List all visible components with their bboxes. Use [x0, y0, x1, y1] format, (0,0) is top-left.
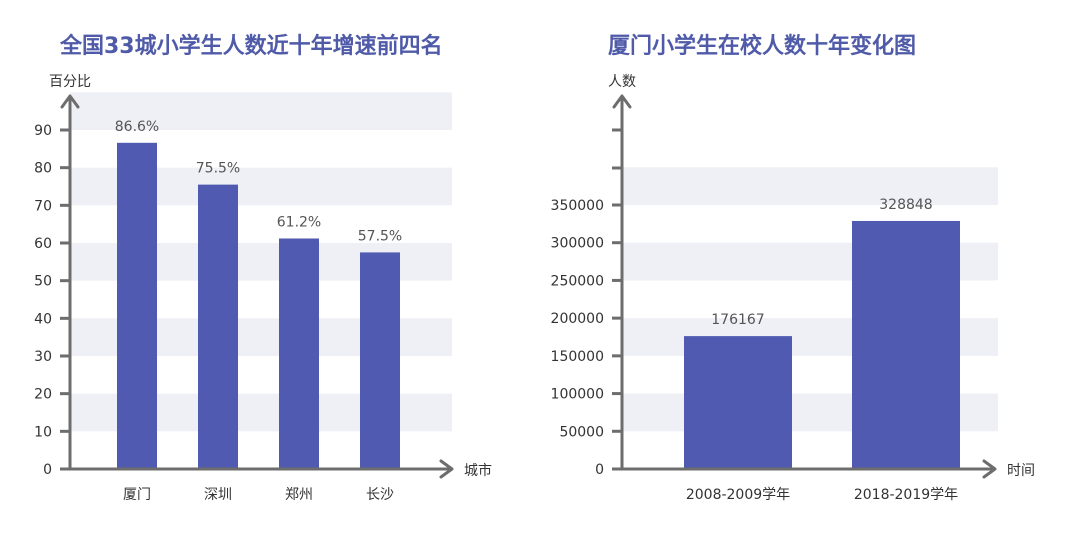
- y-tick-label: 250000: [551, 273, 604, 289]
- y-tick-label: 40: [34, 311, 52, 327]
- data-label: 57.5%: [358, 228, 402, 244]
- bar-chart-right: 176167 2008-2009学年 328848 2018-2019学年 0 50000…: [551, 74, 1035, 503]
- y-tick-label: 350000: [551, 198, 604, 214]
- y-tick-label: 10: [34, 424, 52, 440]
- bar-郑州: [279, 238, 319, 469]
- y-tick-label: 100000: [551, 387, 604, 403]
- y-tick-label: 0: [43, 462, 52, 478]
- y-tick-label: 50: [34, 274, 52, 290]
- x-tick-label: 深圳: [204, 487, 232, 503]
- bar-chart-left: 86.6% 厦门 75.5% 深圳 61.2% 郑州 57.5% 长沙 0 10 20 30 40 50 6…: [34, 74, 492, 503]
- data-label: 61.2%: [277, 214, 321, 230]
- x-tick-label: 2008-2009学年: [686, 487, 790, 503]
- bar-厦门: [117, 142, 157, 469]
- x-tick-label: 厦门: [123, 487, 151, 503]
- y-tick-label: 300000: [551, 236, 604, 252]
- data-label: 75.5%: [196, 161, 240, 177]
- bar-长沙: [360, 252, 400, 469]
- y-tick-label: 70: [34, 198, 52, 214]
- y-tick-label: 150000: [551, 349, 604, 365]
- y-tick-label: 80: [34, 161, 52, 177]
- y-axis-arrow: [612, 94, 632, 109]
- grid-band: [70, 92, 452, 130]
- grid-band: [622, 167, 998, 205]
- chart-panel-left: 全国33城小学生人数近十年增速前四名 86.6% 厦门 75.5% 深圳 61.2% 郑州…: [34, 34, 492, 503]
- bar-深圳: [198, 184, 238, 469]
- y-tick-label: 30: [34, 349, 52, 365]
- x-axis-arrow: [439, 459, 454, 479]
- data-label: 86.6%: [115, 119, 159, 135]
- y-tick-label: 60: [34, 236, 52, 252]
- chart-title: 全国33城小学生人数近十年增速前四名: [60, 34, 443, 59]
- y-tick-label: 20: [34, 387, 52, 403]
- bar-2008-2009学年: [684, 336, 792, 469]
- y-tick-label: 200000: [551, 311, 604, 327]
- y-tick-label: 50000: [559, 424, 604, 440]
- chart-panel-right: 厦门小学生在校人数十年变化图 176167 2008-2009学年 328848 20…: [540, 0, 1080, 540]
- x-tick-label: 2018-2019学年: [854, 487, 958, 503]
- y-tick-label: 0: [595, 462, 604, 478]
- x-axis-label: 城市: [464, 462, 492, 479]
- y-axis-arrow: [60, 94, 80, 109]
- x-tick-label: 长沙: [366, 487, 394, 503]
- y-tick-label: 90: [34, 123, 52, 139]
- data-label: 176167: [711, 312, 764, 328]
- chart-title: 厦门小学生在校人数十年变化图: [608, 34, 917, 59]
- y-axis-label: 人数: [608, 74, 636, 90]
- x-axis-arrow: [982, 459, 997, 479]
- bar-2018-2019学年: [852, 220, 960, 469]
- x-tick-label: 郑州: [285, 487, 313, 503]
- y-axis-label: 百分比: [49, 74, 91, 90]
- x-axis-label: 时间: [1007, 463, 1035, 479]
- data-label: 328848: [879, 197, 932, 213]
